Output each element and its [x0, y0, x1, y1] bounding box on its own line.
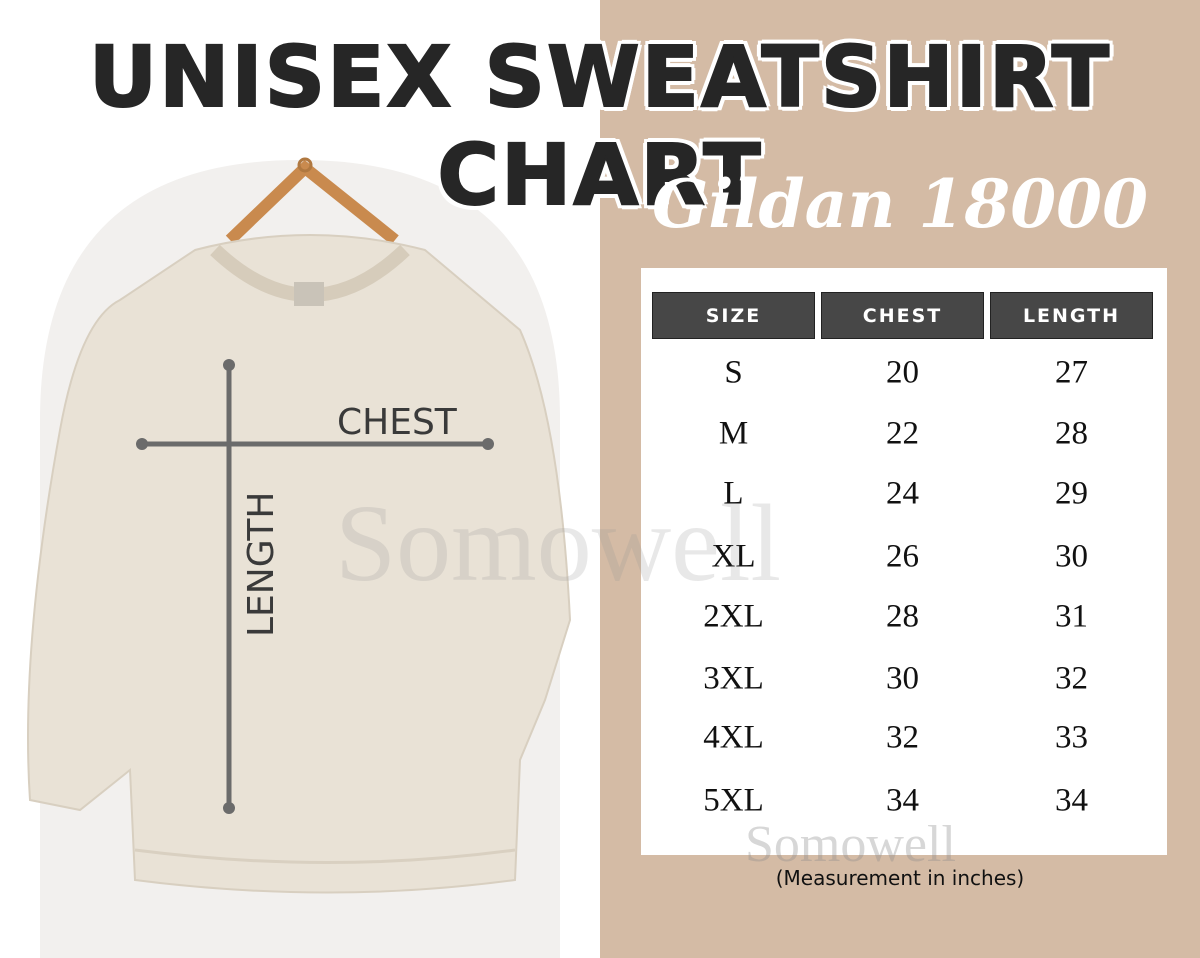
- cell-length: 31: [1055, 598, 1088, 635]
- cell-size: 2XL: [703, 598, 764, 635]
- header-length: LENGTH: [990, 292, 1153, 339]
- cell-chest: 26: [886, 538, 919, 575]
- cell-length: 34: [1055, 782, 1088, 819]
- cell-chest: 34: [886, 782, 919, 819]
- watermark: Somowell: [335, 482, 782, 604]
- cell-length: 32: [1055, 660, 1088, 697]
- cell-size: 3XL: [703, 660, 764, 697]
- cell-size: XL: [711, 538, 756, 575]
- cell-length: 27: [1055, 354, 1088, 391]
- cell-chest: 20: [886, 354, 919, 391]
- size-table: SIZE CHEST LENGTH S 20 27 M 22 28 L 24 29 XL 26 30 2…: [641, 268, 1167, 855]
- cell-chest: 28: [886, 598, 919, 635]
- cell-size: M: [718, 415, 749, 452]
- watermark-small: Somowell: [745, 816, 956, 873]
- measurement-note: (Measurement in inches): [775, 866, 1025, 890]
- header-size: SIZE: [652, 292, 815, 339]
- cell-chest: 30: [886, 660, 919, 697]
- header-chest: CHEST: [821, 292, 984, 339]
- cell-chest: 22: [886, 415, 919, 452]
- page-title: UNISEX SWEATSHIRT CHART: [88, 27, 1112, 225]
- cell-chest: 32: [886, 719, 919, 756]
- sweatshirt-illustration: CHEST LENGTH: [27, 157, 572, 958]
- product-photo-panel: CHEST LENGTH: [27, 157, 572, 958]
- cell-length: 33: [1055, 719, 1088, 756]
- cell-size: S: [724, 354, 743, 391]
- product-subtitle: Gildan 18000: [652, 165, 1148, 243]
- cell-length: 30: [1055, 538, 1088, 575]
- cell-chest: 24: [886, 475, 919, 512]
- cell-size: 5XL: [703, 782, 764, 819]
- cell-length: 28: [1055, 415, 1088, 452]
- hanger-icon: [225, 160, 399, 245]
- cell-length: 29: [1055, 475, 1088, 512]
- cell-size: 4XL: [703, 719, 764, 756]
- length-label: LENGTH: [241, 492, 282, 637]
- sweatshirt-body: [27, 234, 572, 894]
- cell-size: L: [723, 475, 744, 512]
- chest-label: CHEST: [337, 402, 458, 443]
